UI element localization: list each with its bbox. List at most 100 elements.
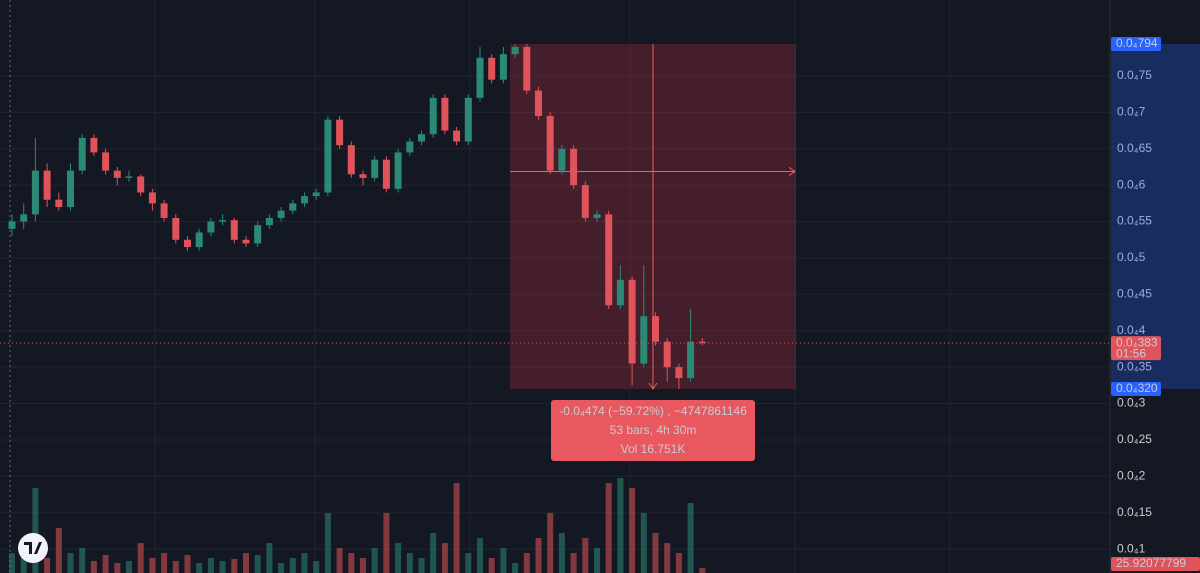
volume-bar bbox=[488, 558, 495, 573]
volume-bar bbox=[20, 548, 27, 573]
volume-bar bbox=[289, 558, 296, 573]
y-tick-label: 0.0₄55 bbox=[1117, 214, 1152, 228]
volume-bar bbox=[149, 558, 156, 573]
volume-bar bbox=[90, 561, 97, 573]
candle-body bbox=[160, 203, 168, 218]
candle-body bbox=[687, 341, 695, 379]
candle-body bbox=[31, 170, 39, 215]
volume-bar bbox=[453, 483, 460, 573]
candle-body bbox=[219, 220, 227, 222]
volume-bar bbox=[360, 558, 366, 573]
volume-bar bbox=[441, 543, 448, 573]
candle-body bbox=[616, 279, 624, 306]
y-tick-label: 0.0₄3 bbox=[1117, 396, 1146, 410]
y-tick-label: 0.0₄6 bbox=[1117, 177, 1146, 191]
volume-bar bbox=[395, 543, 402, 573]
volume-bar bbox=[406, 553, 413, 573]
y-tick-label: 0.0₄35 bbox=[1117, 359, 1152, 373]
volume-bar bbox=[640, 513, 647, 573]
candle-body bbox=[195, 232, 203, 248]
volume-bar bbox=[67, 553, 74, 573]
volume-bar bbox=[219, 561, 226, 573]
volume-bar bbox=[301, 553, 308, 573]
candle-body bbox=[125, 176, 133, 178]
candle-body bbox=[312, 192, 320, 197]
volume-bar bbox=[418, 558, 425, 573]
candle-body bbox=[698, 341, 706, 344]
logo-bg bbox=[18, 533, 48, 563]
candle-body bbox=[301, 196, 308, 204]
candle-body bbox=[359, 174, 367, 178]
price-range-highlight bbox=[1111, 43, 1200, 389]
candle-body bbox=[511, 46, 519, 55]
candle-body bbox=[277, 210, 285, 218]
volume-bar bbox=[617, 478, 624, 573]
candle-body bbox=[184, 239, 191, 248]
volume-bar bbox=[254, 555, 261, 573]
candle-body bbox=[406, 141, 414, 153]
measure-tooltip-text: -0.0₄474 (−59.72%) , −4747861146 bbox=[559, 404, 747, 418]
candle-body bbox=[429, 97, 437, 135]
volume-bar bbox=[9, 553, 15, 573]
candle-body bbox=[55, 199, 63, 208]
volume-bar bbox=[348, 553, 355, 573]
candle-body bbox=[523, 46, 531, 91]
y-tick-label: 0.0₄5 bbox=[1117, 250, 1146, 264]
price-scale bbox=[1110, 0, 1200, 573]
candle-body bbox=[265, 217, 273, 226]
candle-body bbox=[242, 239, 250, 244]
candle-body bbox=[499, 54, 507, 80]
volume-bar bbox=[535, 538, 542, 573]
candle-body bbox=[20, 214, 28, 222]
price-label: 0.0₄320 bbox=[1116, 381, 1158, 395]
volume-bar bbox=[371, 548, 378, 573]
price-label: 0.0₄794 bbox=[1116, 36, 1158, 50]
price-label-box bbox=[1111, 36, 1161, 51]
y-tick-label: 0.0₄25 bbox=[1117, 432, 1152, 446]
tv-logo bbox=[18, 533, 48, 563]
candle-body bbox=[535, 90, 542, 117]
volume-bar bbox=[629, 488, 636, 573]
y-tick-label: 0.0₄4 bbox=[1117, 323, 1146, 337]
y-tick-label: 0.0₄45 bbox=[1117, 287, 1152, 301]
candle-body bbox=[453, 130, 461, 142]
volume-bar bbox=[196, 563, 203, 573]
volume-bar bbox=[594, 548, 600, 573]
candle-body bbox=[254, 225, 262, 244]
volume-bar bbox=[336, 548, 343, 573]
measure-v-arrow bbox=[648, 382, 658, 390]
volume-bar bbox=[278, 563, 285, 573]
price-label: 0.0₄383 bbox=[1116, 335, 1158, 349]
volume-bar bbox=[430, 533, 437, 573]
candle-body bbox=[675, 367, 683, 379]
volume-bar bbox=[126, 561, 132, 573]
candle-body bbox=[137, 176, 145, 193]
candle-body bbox=[207, 221, 215, 233]
volume-bar bbox=[699, 568, 706, 573]
volume-bar bbox=[114, 563, 121, 573]
candle-body bbox=[546, 116, 554, 171]
candle-body bbox=[43, 170, 51, 200]
candle-body bbox=[113, 170, 121, 178]
candle-body bbox=[102, 152, 110, 171]
candle-body bbox=[382, 159, 390, 189]
candle-body bbox=[558, 148, 566, 171]
candle-body bbox=[628, 279, 636, 364]
price-label-box bbox=[1111, 381, 1161, 396]
volume-label-box bbox=[1111, 557, 1200, 571]
volume-bar bbox=[266, 543, 273, 573]
volume-bar bbox=[207, 558, 214, 573]
candle-body bbox=[90, 137, 98, 153]
y-tick-label: 0.0₄1 bbox=[1117, 541, 1146, 555]
y-tick-label: 0.0₄2 bbox=[1117, 469, 1146, 483]
volume-bar bbox=[523, 553, 530, 573]
candle-body bbox=[488, 57, 496, 80]
candle-body bbox=[289, 203, 297, 211]
volume-bar bbox=[32, 488, 39, 573]
candle-body bbox=[394, 152, 402, 189]
candle-body bbox=[441, 97, 449, 131]
volume-bar bbox=[172, 561, 179, 573]
volume-bar bbox=[243, 553, 249, 573]
